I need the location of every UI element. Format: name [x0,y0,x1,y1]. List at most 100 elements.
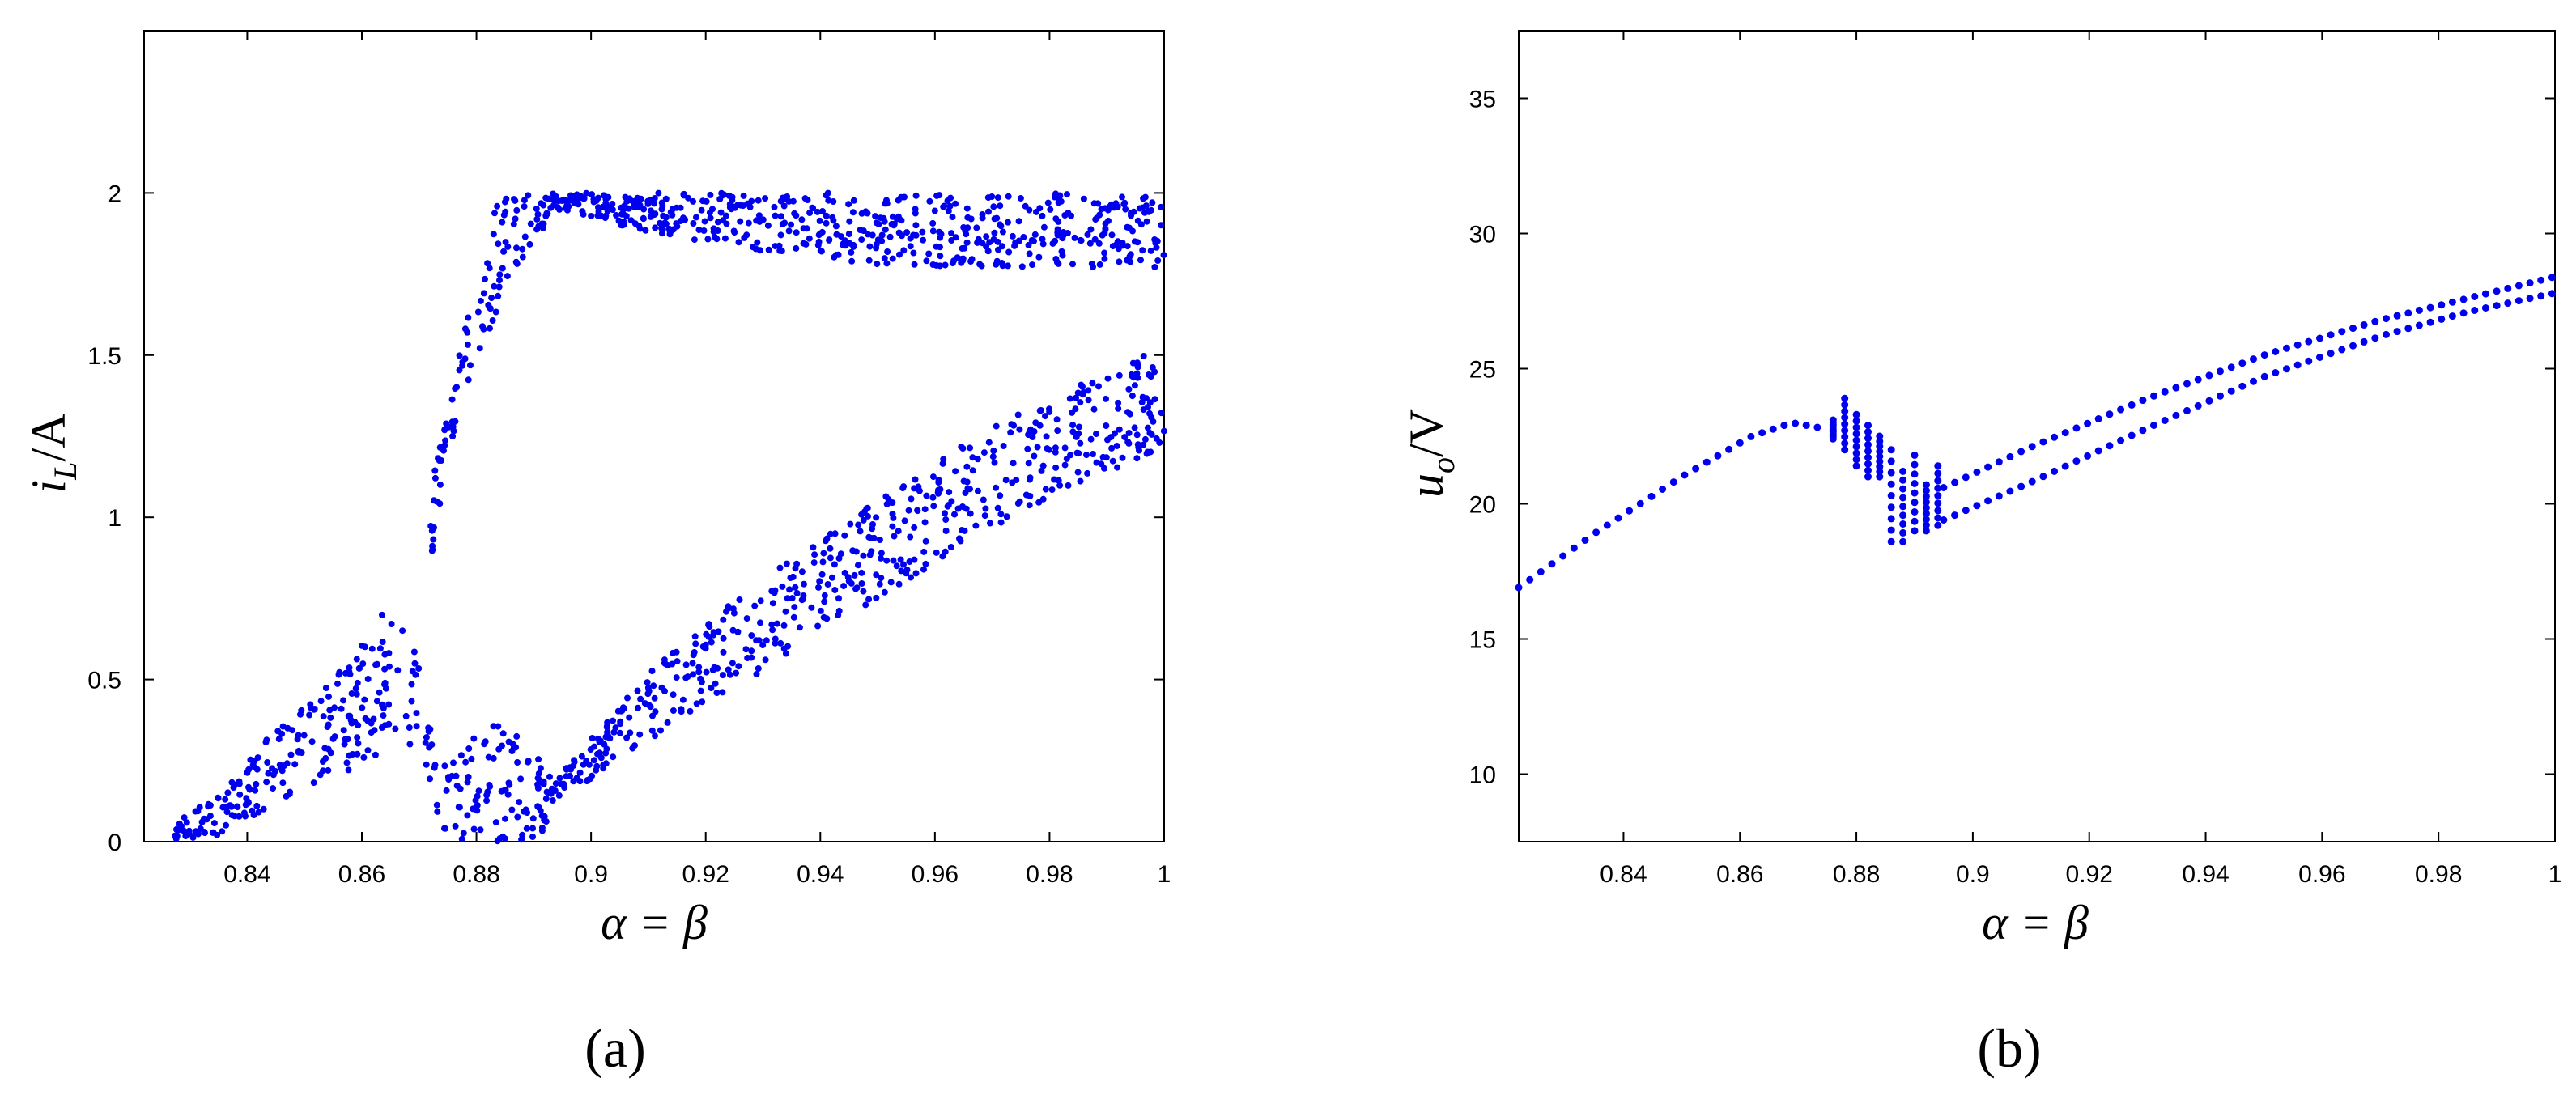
data-point [1922,516,1930,524]
data-point [392,725,399,732]
data-point [648,668,656,675]
data-point [1064,191,1070,198]
data-point [779,583,786,590]
x-tick-label: 0.98 [1026,861,1073,888]
data-point [1864,435,1872,442]
data-point [1122,206,1129,213]
data-point [784,595,791,602]
data-point [690,651,697,659]
data-point [697,687,704,694]
data-point [502,787,509,794]
data-point [525,192,532,199]
data-point [340,727,347,734]
data-point [2471,307,2479,314]
data-point [1126,410,1133,418]
data-point [465,774,472,780]
data-point [480,325,487,333]
data-point [830,217,837,224]
data-point [1077,477,1084,485]
data-point [2349,342,2357,350]
data-point [886,233,894,240]
data-point [2371,317,2379,325]
data-point [412,671,419,678]
data-point [1124,223,1131,231]
data-point [662,214,670,221]
data-point [798,596,806,604]
data-point [755,665,762,672]
data-point [549,785,555,792]
x-tick-label: 0.94 [797,861,844,888]
data-point [1515,584,1523,592]
data-point [1068,212,1074,219]
scatter-points-b [1515,274,2556,592]
data-point [1026,250,1033,257]
data-point [1052,444,1059,452]
data-point [851,571,858,579]
data-point [602,199,610,206]
data-point [1078,237,1085,244]
data-point [433,801,440,809]
data-point [271,767,278,775]
data-point [1065,482,1072,489]
data-point [541,813,548,820]
data-point [359,660,367,668]
data-point [891,222,898,229]
data-point [602,212,610,219]
data-point [804,197,811,203]
data-point [1000,443,1007,449]
data-point [491,210,498,217]
data-point [388,621,395,627]
data-point [810,544,817,551]
data-point [1038,467,1045,474]
data-point [702,645,709,652]
data-point [1911,489,1919,497]
data-point [1141,435,1149,443]
data-point [457,785,464,792]
data-point [604,719,611,726]
data-point [798,568,806,575]
data-point [908,495,915,503]
data-point [334,680,341,687]
data-point [1899,503,1907,511]
data-point [2371,334,2379,342]
data-point [2393,312,2401,320]
data-point [1131,238,1138,245]
data-point [891,533,898,540]
data-point [827,545,834,552]
data-point [720,648,727,656]
data-point [260,805,267,813]
data-point [1036,205,1044,212]
data-point [897,556,904,563]
data-point [922,537,929,545]
data-point [1056,193,1064,200]
data-point [860,552,867,559]
data-point [1995,458,2003,466]
x-tick-label: 0.86 [338,861,385,888]
data-point [562,196,568,203]
data-point [495,283,503,291]
data-point [2327,331,2335,339]
data-point [841,569,848,576]
data-point [279,779,287,787]
data-point [690,671,696,678]
data-point [2238,382,2247,390]
data-point [1089,380,1096,387]
data-point [1149,199,1156,206]
data-point [890,514,897,521]
data-point [1841,446,1849,454]
data-point [921,506,929,513]
data-point [991,459,998,466]
data-point [343,759,351,766]
plot-area-a [143,30,1165,842]
data-point [1099,453,1107,460]
data-point [704,236,712,243]
data-point [2028,443,2036,451]
data-point [907,533,914,541]
data-point [1005,248,1013,256]
data-point [1614,514,1622,522]
data-point [320,713,327,720]
data-point [228,779,236,786]
data-point [1911,470,1919,478]
data-point [769,600,776,607]
data-point [345,712,352,719]
